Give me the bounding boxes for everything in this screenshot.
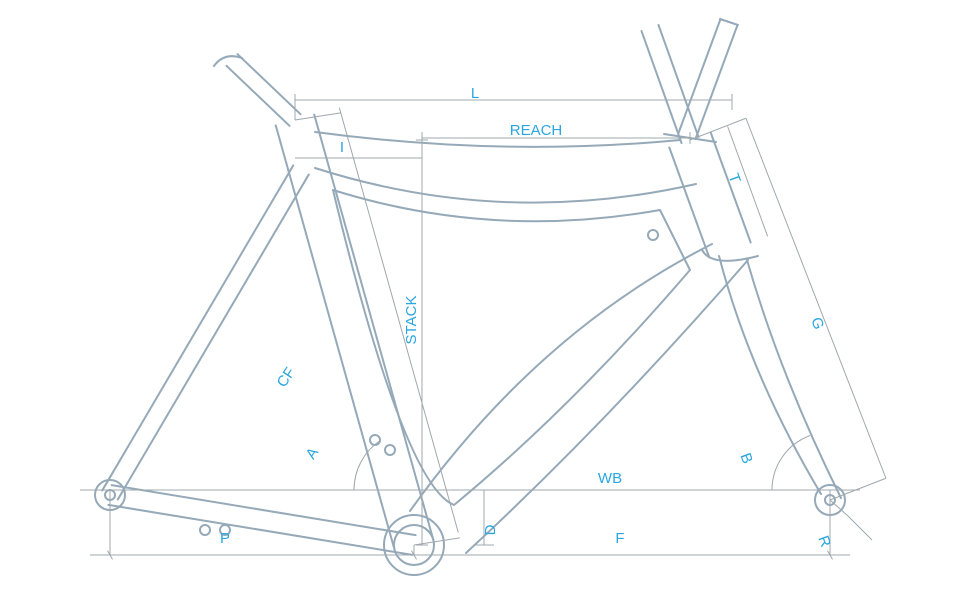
dimension-lines xyxy=(80,94,886,559)
dim-label-f: F xyxy=(615,530,624,547)
dim-label-wb: WB xyxy=(598,470,622,487)
dim-label-stack: STACK xyxy=(403,296,420,345)
dim-label-cf: CF xyxy=(274,364,299,390)
dimension-labels: L REACH I T STACK CF G A B WB P D F R xyxy=(220,85,834,550)
dim-label-i: I xyxy=(340,139,344,156)
dim-label-p: P xyxy=(220,530,230,547)
dim-label-l: L xyxy=(471,85,479,102)
dim-label-a: A xyxy=(302,445,322,463)
dim-label-r: R xyxy=(814,533,834,549)
bike-frame-diagram: L REACH I T STACK CF G A B WB P D F R xyxy=(0,0,955,611)
dim-label-b: B xyxy=(737,451,756,466)
dim-label-d: D xyxy=(482,524,499,535)
dim-label-g: G xyxy=(807,315,827,332)
dim-label-reach: REACH xyxy=(510,122,563,139)
dim-label-t: T xyxy=(725,171,744,185)
